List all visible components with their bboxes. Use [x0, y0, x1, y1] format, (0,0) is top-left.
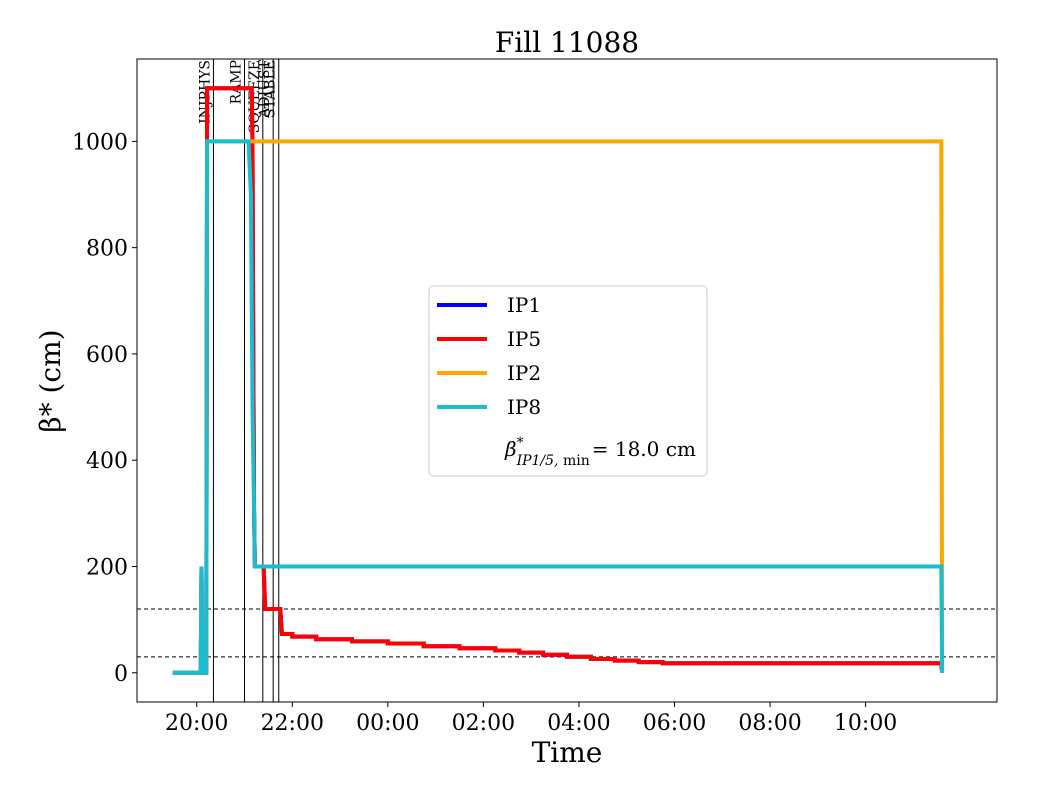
x-tick-label: 00:00 [356, 711, 419, 736]
y-tick-label: 200 [86, 555, 128, 580]
y-tick-label: 400 [86, 449, 128, 474]
y-axis-ticks: 0 200 400 600 800 1000 [72, 130, 137, 687]
y-axis-label: β* (cm) [34, 329, 67, 432]
legend-label-ip1: IP1 [507, 293, 541, 317]
phase-label: ADJUST [257, 59, 273, 118]
legend-label-ip5: IP5 [507, 327, 541, 351]
x-tick-label: 10:00 [834, 711, 897, 736]
legend-label-ip2: IP2 [507, 361, 541, 385]
phase-label: STABLE [263, 60, 279, 118]
legend-beta-min-note: β* IP1/5, min = 18.0 cm [504, 435, 696, 469]
y-tick-label: 800 [86, 237, 128, 262]
phase-label: RAMP [229, 60, 245, 104]
x-tick-label: 02:00 [452, 711, 515, 736]
legend-items: IP1 IP5 IP2 IP8 [437, 293, 541, 419]
chart-title: Fill 11088 [495, 26, 639, 59]
x-tick-label: 22:00 [261, 711, 324, 736]
y-tick-label: 1000 [72, 130, 128, 155]
x-tick-label: 08:00 [738, 711, 801, 736]
reference-lines [137, 608, 997, 658]
series-line-ip8 [172, 139, 945, 675]
plot-frame [136, 58, 998, 703]
legend: IP1 IP5 IP2 IP8 β* IP1/5, min = 18.0 cm [428, 285, 708, 477]
x-tick-label: 04:00 [547, 711, 610, 736]
x-tick-label: 20:00 [165, 711, 228, 736]
x-axis-ticks: 20:00 22:00 00:00 02:00 04:00 06:00 08:00 10:00… [165, 702, 897, 736]
y-tick-label: 0 [114, 662, 128, 687]
y-tick-label: 600 [86, 343, 128, 368]
legend-frame [428, 285, 708, 477]
x-axis-label: Time [532, 736, 603, 769]
x-tick-label: 06:00 [643, 711, 706, 736]
legend-label-ip8: IP8 [507, 395, 541, 419]
data-series [172, 86, 945, 675]
